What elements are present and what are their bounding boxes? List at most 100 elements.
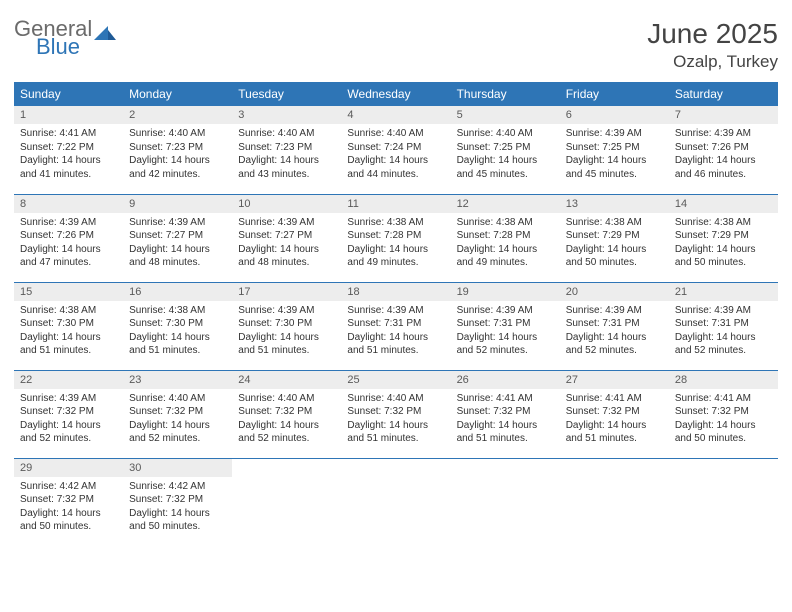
- sunrise-line: Sunrise: 4:39 AM: [457, 304, 554, 318]
- calendar-cell: 14Sunrise: 4:38 AMSunset: 7:29 PMDayligh…: [669, 194, 778, 282]
- calendar-cell: 27Sunrise: 4:41 AMSunset: 7:32 PMDayligh…: [560, 370, 669, 458]
- calendar-cell-empty: [669, 458, 778, 546]
- day-number: 25: [341, 371, 450, 389]
- calendar-cell: 7 Sunrise: 4:39 AMSunset: 7:26 PMDaylight…: [669, 106, 778, 194]
- brand-logo: GeneralBlue: [14, 18, 116, 58]
- daylight-line: Daylight: 14 hours and 50 minutes.: [129, 507, 226, 534]
- sunrise-line: Sunrise: 4:38 AM: [347, 216, 444, 230]
- sunrise-line: Sunrise: 4:39 AM: [129, 216, 226, 230]
- day-number: 13: [560, 195, 669, 213]
- day-number: 30: [123, 459, 232, 477]
- daylight-line: Daylight: 14 hours and 50 minutes.: [20, 507, 117, 534]
- day-number: 1: [14, 106, 123, 124]
- day-details: Sunrise: 4:40 AMSunset: 7:32 PMDaylight:…: [232, 389, 341, 452]
- day-details: Sunrise: 4:39 AMSunset: 7:31 PMDaylight:…: [451, 301, 560, 364]
- page-header: GeneralBlue June 2025 Ozalp, Turkey: [14, 18, 778, 72]
- day-details: Sunrise: 4:42 AMSunset: 7:32 PMDaylight:…: [123, 477, 232, 540]
- calendar-cell-empty: [451, 458, 560, 546]
- sunset-line: Sunset: 7:26 PM: [20, 229, 117, 243]
- day-number: 28: [669, 371, 778, 389]
- day-details: Sunrise: 4:38 AMSunset: 7:28 PMDaylight:…: [341, 213, 450, 276]
- sunrise-line: Sunrise: 4:39 AM: [566, 304, 663, 318]
- daylight-line: Daylight: 14 hours and 44 minutes.: [347, 154, 444, 181]
- day-number: 20: [560, 283, 669, 301]
- sunset-line: Sunset: 7:26 PM: [675, 141, 772, 155]
- day-number: 12: [451, 195, 560, 213]
- sunrise-line: Sunrise: 4:40 AM: [347, 127, 444, 141]
- daylight-line: Daylight: 14 hours and 52 minutes.: [675, 331, 772, 358]
- calendar-cell: 11Sunrise: 4:38 AMSunset: 7:28 PMDayligh…: [341, 194, 450, 282]
- weekday-header: Monday: [123, 82, 232, 106]
- sunset-line: Sunset: 7:31 PM: [566, 317, 663, 331]
- sunset-line: Sunset: 7:30 PM: [129, 317, 226, 331]
- calendar-cell: 2Sunrise: 4:40 AMSunset: 7:23 PMDaylight…: [123, 106, 232, 194]
- daylight-line: Daylight: 14 hours and 51 minutes.: [347, 331, 444, 358]
- day-number: 16: [123, 283, 232, 301]
- daylight-line: Daylight: 14 hours and 42 minutes.: [129, 154, 226, 181]
- daylight-line: Daylight: 14 hours and 45 minutes.: [457, 154, 554, 181]
- calendar-cell: 12Sunrise: 4:38 AMSunset: 7:28 PMDayligh…: [451, 194, 560, 282]
- daylight-line: Daylight: 14 hours and 51 minutes.: [566, 419, 663, 446]
- day-number: 23: [123, 371, 232, 389]
- sunset-line: Sunset: 7:32 PM: [129, 493, 226, 507]
- daylight-line: Daylight: 14 hours and 51 minutes.: [20, 331, 117, 358]
- sunset-line: Sunset: 7:30 PM: [238, 317, 335, 331]
- daylight-line: Daylight: 14 hours and 50 minutes.: [675, 419, 772, 446]
- day-number: 5: [451, 106, 560, 124]
- calendar-cell: 6Sunrise: 4:39 AMSunset: 7:25 PMDaylight…: [560, 106, 669, 194]
- calendar-cell: 13 Sunrise: 4:38 AMSunset: 7:29 PMDayligh…: [560, 194, 669, 282]
- day-details: Sunrise: 4:39 AMSunset: 7:31 PMDaylight:…: [341, 301, 450, 364]
- calendar-cell: 8Sunrise: 4:39 AMSunset: 7:26 PMDaylight…: [14, 194, 123, 282]
- daylight-line: Daylight: 14 hours and 52 minutes.: [238, 419, 335, 446]
- daylight-line: Daylight: 14 hours and 46 minutes.: [675, 154, 772, 181]
- calendar-cell: 29Sunrise: 4:42 AMSunset: 7:32 PMDayligh…: [14, 458, 123, 546]
- sunset-line: Sunset: 7:32 PM: [238, 405, 335, 419]
- weekday-header: Friday: [560, 82, 669, 106]
- sunrise-line: Sunrise: 4:41 AM: [675, 392, 772, 406]
- sunrise-line: Sunrise: 4:39 AM: [675, 127, 772, 141]
- day-details: Sunrise: 4:39 AMSunset: 7:25 PMDaylight:…: [560, 124, 669, 187]
- sunrise-line: Sunrise: 4:38 AM: [129, 304, 226, 318]
- daylight-line: Daylight: 14 hours and 52 minutes.: [129, 419, 226, 446]
- sunset-line: Sunset: 7:25 PM: [566, 141, 663, 155]
- calendar-cell: 28Sunrise: 4:41 AMSunset: 7:32 PMDayligh…: [669, 370, 778, 458]
- day-details: Sunrise: 4:40 AMSunset: 7:24 PMDaylight:…: [341, 124, 450, 187]
- calendar-cell: 22Sunrise: 4:39 AMSunset: 7:32 PMDayligh…: [14, 370, 123, 458]
- sunrise-line: Sunrise: 4:39 AM: [238, 216, 335, 230]
- day-details: Sunrise: 4:38 AMSunset: 7:29 PMDaylight:…: [669, 213, 778, 276]
- day-details: Sunrise: 4:38 AMSunset: 7:30 PMDaylight:…: [14, 301, 123, 364]
- day-number: 24: [232, 371, 341, 389]
- day-number: 10: [232, 195, 341, 213]
- sunset-line: Sunset: 7:27 PM: [238, 229, 335, 243]
- sunset-line: Sunset: 7:29 PM: [675, 229, 772, 243]
- day-number: 21: [669, 283, 778, 301]
- day-number: 14: [669, 195, 778, 213]
- sunrise-line: Sunrise: 4:38 AM: [566, 216, 663, 230]
- page-title: June 2025: [647, 18, 778, 50]
- day-details: Sunrise: 4:41 AMSunset: 7:32 PMDaylight:…: [560, 389, 669, 452]
- day-details: Sunrise: 4:39 AMSunset: 7:31 PMDaylight:…: [560, 301, 669, 364]
- day-details: Sunrise: 4:40 AMSunset: 7:23 PMDaylight:…: [123, 124, 232, 187]
- sunrise-line: Sunrise: 4:42 AM: [20, 480, 117, 494]
- calendar-cell: 10Sunrise: 4:39 AMSunset: 7:27 PMDayligh…: [232, 194, 341, 282]
- sunrise-line: Sunrise: 4:40 AM: [457, 127, 554, 141]
- sunset-line: Sunset: 7:30 PM: [20, 317, 117, 331]
- sunset-line: Sunset: 7:29 PM: [566, 229, 663, 243]
- day-details: Sunrise: 4:39 AMSunset: 7:27 PMDaylight:…: [232, 213, 341, 276]
- day-details: Sunrise: 4:39 AMSunset: 7:30 PMDaylight:…: [232, 301, 341, 364]
- day-details: Sunrise: 4:42 AMSunset: 7:32 PMDaylight:…: [14, 477, 123, 540]
- daylight-line: Daylight: 14 hours and 45 minutes.: [566, 154, 663, 181]
- daylight-line: Daylight: 14 hours and 50 minutes.: [566, 243, 663, 270]
- weekday-header-row: Sunday Monday Tuesday Wednesday Thursday…: [14, 82, 778, 106]
- calendar-cell: 17Sunrise: 4:39 AMSunset: 7:30 PMDayligh…: [232, 282, 341, 370]
- calendar-cell: 5Sunrise: 4:40 AMSunset: 7:25 PMDaylight…: [451, 106, 560, 194]
- sunrise-line: Sunrise: 4:39 AM: [347, 304, 444, 318]
- calendar-table: Sunday Monday Tuesday Wednesday Thursday…: [14, 82, 778, 546]
- daylight-line: Daylight: 14 hours and 51 minutes.: [129, 331, 226, 358]
- sunrise-line: Sunrise: 4:40 AM: [238, 392, 335, 406]
- day-details: Sunrise: 4:41 AMSunset: 7:32 PMDaylight:…: [669, 389, 778, 452]
- sunset-line: Sunset: 7:28 PM: [457, 229, 554, 243]
- calendar-row: 8Sunrise: 4:39 AMSunset: 7:26 PMDaylight…: [14, 194, 778, 282]
- day-number: 7: [669, 106, 778, 124]
- day-number: 4: [341, 106, 450, 124]
